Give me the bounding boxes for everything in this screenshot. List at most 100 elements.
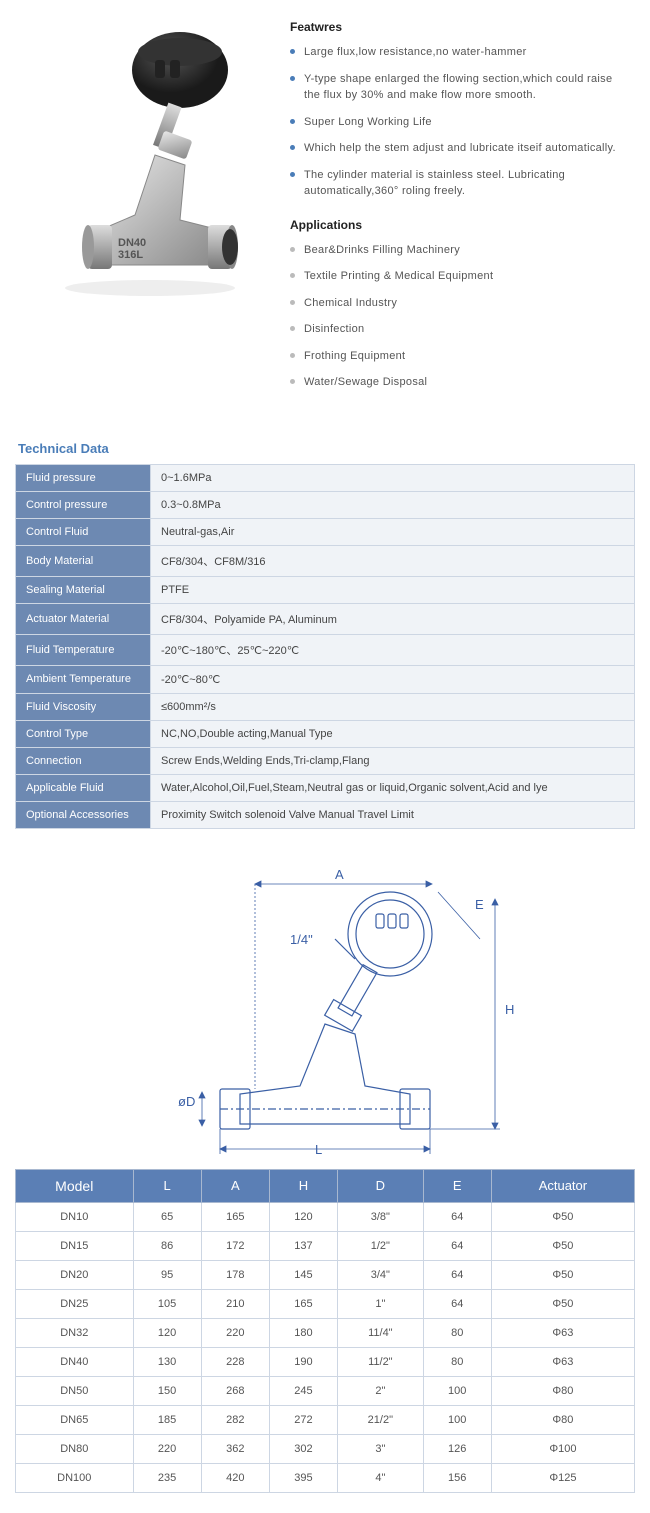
tech-value: 0~1.6MPa xyxy=(151,464,635,491)
dim-cell: 420 xyxy=(201,1463,269,1492)
dim-cell: DN15 xyxy=(16,1231,134,1260)
applications-list: Bear&Drinks Filling Machinery Textile Pri… xyxy=(290,242,620,391)
dim-cell: 1/2" xyxy=(338,1231,424,1260)
technical-data-table: Fluid pressure0~1.6MPaControl pressure0.… xyxy=(15,464,635,829)
dim-cell: 11/4" xyxy=(338,1318,424,1347)
tech-value: ≤600mm²/s xyxy=(151,693,635,720)
dim-cell: 64 xyxy=(423,1260,491,1289)
dim-cell: DN25 xyxy=(16,1289,134,1318)
dim-cell: 395 xyxy=(269,1463,337,1492)
application-item: Water/Sewage Disposal xyxy=(290,374,620,391)
dim-cell: 21/2" xyxy=(338,1405,424,1434)
feature-item: Super Long Working Life xyxy=(290,114,620,131)
dim-cell: 86 xyxy=(133,1231,201,1260)
dim-row: DN1002354203954"156Φ125 xyxy=(16,1463,635,1492)
application-item: Chemical Industry xyxy=(290,295,620,312)
top-section: DN40 316L Featwres Large flux,low resist… xyxy=(0,0,650,431)
tech-row: Actuator MaterialCF8/304、Polyamide PA, A… xyxy=(16,603,635,634)
dim-cell: 120 xyxy=(133,1318,201,1347)
tech-label: Fluid Temperature xyxy=(16,634,151,665)
dim-cell: 228 xyxy=(201,1347,269,1376)
dim-cell: 172 xyxy=(201,1231,269,1260)
dim-cell: 64 xyxy=(423,1231,491,1260)
dim-cell: DN40 xyxy=(16,1347,134,1376)
tech-value: -20℃~180℃、25℃~220℃ xyxy=(151,634,635,665)
tech-label: Sealing Material xyxy=(16,576,151,603)
dim-row: DN501502682452"100Φ80 xyxy=(16,1376,635,1405)
dim-cell: 64 xyxy=(423,1202,491,1231)
tech-row: Fluid Viscosity≤600mm²/s xyxy=(16,693,635,720)
dim-row: DN3212022018011/4"80Φ63 xyxy=(16,1318,635,1347)
dim-cell: 1" xyxy=(338,1289,424,1318)
tech-label: Applicable Fluid xyxy=(16,774,151,801)
product-label-line2: 316L xyxy=(118,249,143,261)
dim-cell: 362 xyxy=(201,1434,269,1463)
tech-row: Sealing MaterialPTFE xyxy=(16,576,635,603)
tech-row: Ambient Temperature-20℃~80℃ xyxy=(16,665,635,693)
dim-cell: 302 xyxy=(269,1434,337,1463)
application-item: Textile Printing & Medical Equipment xyxy=(290,268,620,285)
info-column: Featwres Large flux,low resistance,no wa… xyxy=(290,20,620,401)
technical-data-title: Technical Data xyxy=(18,441,650,456)
tech-value: -20℃~80℃ xyxy=(151,665,635,693)
tech-row: Applicable FluidWater,Alcohol,Oil,Fuel,S… xyxy=(16,774,635,801)
dim-cell: Φ80 xyxy=(491,1376,634,1405)
dim-cell: 150 xyxy=(133,1376,201,1405)
dim-cell: 235 xyxy=(133,1463,201,1492)
dim-row: DN10651651203/8"64Φ50 xyxy=(16,1202,635,1231)
dim-cell: DN20 xyxy=(16,1260,134,1289)
dim-cell: 156 xyxy=(423,1463,491,1492)
tech-value: Water,Alcohol,Oil,Fuel,Steam,Neutral gas… xyxy=(151,774,635,801)
dim-header: L xyxy=(133,1169,201,1202)
tech-row: Fluid Temperature-20℃~180℃、25℃~220℃ xyxy=(16,634,635,665)
dim-cell: 3/8" xyxy=(338,1202,424,1231)
dim-cell: 3/4" xyxy=(338,1260,424,1289)
dim-cell: 220 xyxy=(133,1434,201,1463)
dim-cell: 80 xyxy=(423,1318,491,1347)
tech-label: Body Material xyxy=(16,545,151,576)
tech-label: Ambient Temperature xyxy=(16,665,151,693)
tech-value: PTFE xyxy=(151,576,635,603)
product-label-line1: DN40 xyxy=(118,237,146,249)
dim-header: E xyxy=(423,1169,491,1202)
dimension-diagram: A E H L øD 1/4" xyxy=(0,854,650,1154)
product-image: DN40 316L xyxy=(30,20,260,300)
tech-row: Control TypeNC,NO,Double acting,Manual T… xyxy=(16,720,635,747)
dim-cell: 65 xyxy=(133,1202,201,1231)
dim-cell: 165 xyxy=(269,1289,337,1318)
dim-cell: 105 xyxy=(133,1289,201,1318)
tech-row: Body MaterialCF8/304、CF8M/316 xyxy=(16,545,635,576)
dim-cell: Φ50 xyxy=(491,1202,634,1231)
dim-cell: 245 xyxy=(269,1376,337,1405)
dim-cell: 282 xyxy=(201,1405,269,1434)
dim-header: D xyxy=(338,1169,424,1202)
application-item: Bear&Drinks Filling Machinery xyxy=(290,242,620,259)
dim-cell: Φ125 xyxy=(491,1463,634,1492)
dim-cell: 180 xyxy=(269,1318,337,1347)
feature-item: Large flux,low resistance,no water-hamme… xyxy=(290,44,620,61)
dim-cell: 64 xyxy=(423,1289,491,1318)
dim-cell: Φ50 xyxy=(491,1260,634,1289)
feature-item: Y-type shape enlarged the flowing sectio… xyxy=(290,71,620,104)
dim-row: DN20951781453/4"64Φ50 xyxy=(16,1260,635,1289)
dim-cell: DN32 xyxy=(16,1318,134,1347)
dim-cell: Φ63 xyxy=(491,1318,634,1347)
tech-row: Control pressure0.3~0.8MPa xyxy=(16,491,635,518)
dim-label-port: 1/4" xyxy=(290,932,313,947)
tech-label: Fluid Viscosity xyxy=(16,693,151,720)
tech-value: CF8/304、Polyamide PA, Aluminum xyxy=(151,603,635,634)
dim-cell: 95 xyxy=(133,1260,201,1289)
tech-row: Fluid pressure0~1.6MPa xyxy=(16,464,635,491)
dim-header: H xyxy=(269,1169,337,1202)
tech-value: Proximity Switch solenoid Valve Manual T… xyxy=(151,801,635,828)
dim-label-H: H xyxy=(505,1002,514,1017)
dim-cell: DN50 xyxy=(16,1376,134,1405)
dim-header: Actuator xyxy=(491,1169,634,1202)
dim-cell: 272 xyxy=(269,1405,337,1434)
dim-header: Model xyxy=(16,1169,134,1202)
tech-value: 0.3~0.8MPa xyxy=(151,491,635,518)
dim-cell: DN100 xyxy=(16,1463,134,1492)
dim-cell: 185 xyxy=(133,1405,201,1434)
dim-cell: DN65 xyxy=(16,1405,134,1434)
dim-cell: 178 xyxy=(201,1260,269,1289)
